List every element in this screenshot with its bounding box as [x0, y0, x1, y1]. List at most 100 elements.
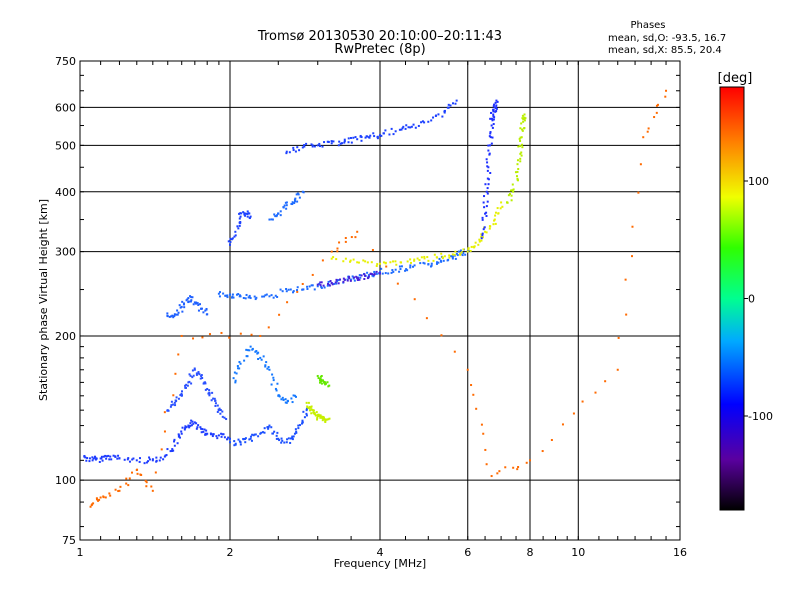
phase-info-label: Phases	[630, 20, 665, 31]
data-point	[300, 407, 308, 425]
data-point	[485, 144, 491, 169]
data-point	[118, 457, 135, 463]
data-point	[521, 114, 527, 123]
y-tick-label: 100	[55, 474, 76, 487]
data-point	[285, 146, 301, 155]
data-point	[514, 154, 523, 174]
axis-ticks: 1 2 4 6 8 10 16 75 100 200 300 400 500 600 750	[55, 55, 687, 559]
x-tick-label: 16	[673, 546, 687, 559]
data-point	[267, 424, 279, 437]
data-point	[301, 284, 316, 291]
data-point	[480, 214, 488, 240]
data-point	[239, 437, 251, 446]
data-point	[367, 132, 379, 140]
data-point	[193, 301, 201, 312]
data-point	[293, 394, 296, 397]
data-point	[259, 355, 270, 370]
data-point	[519, 122, 526, 139]
data-point	[482, 192, 489, 215]
data-point	[330, 138, 346, 147]
data-points	[83, 89, 668, 508]
data-point	[489, 115, 496, 127]
data-point	[305, 409, 308, 412]
data-point	[268, 368, 279, 392]
data-point	[99, 488, 120, 499]
data-point	[238, 211, 247, 218]
data-point	[490, 461, 528, 478]
data-point	[443, 102, 457, 114]
y-tick-label: 500	[55, 139, 76, 152]
data-point	[418, 253, 436, 262]
data-point	[249, 433, 260, 442]
data-point	[394, 124, 410, 133]
data-point	[484, 169, 492, 193]
data-point	[492, 100, 499, 110]
data-point	[216, 407, 228, 421]
y-tick-label: 600	[55, 101, 76, 114]
data-point	[343, 275, 359, 282]
data-point	[217, 432, 230, 441]
colorbar	[719, 86, 745, 511]
data-point	[356, 259, 379, 267]
data-point	[356, 134, 369, 142]
data-point	[173, 433, 181, 447]
data-point	[455, 99, 458, 102]
y-tick-label: 400	[55, 186, 76, 199]
data-point	[259, 259, 324, 337]
data-point	[427, 257, 441, 268]
data-point	[642, 95, 667, 139]
data-point	[379, 127, 395, 137]
data-point	[91, 455, 103, 463]
data-point	[285, 435, 295, 444]
data-point	[517, 137, 524, 155]
x-tick-label: 10	[571, 546, 585, 559]
data-point	[379, 260, 398, 266]
data-point	[199, 374, 207, 391]
data-point	[616, 163, 642, 371]
data-point	[284, 394, 297, 404]
phase-info-o-line: mean, sd,O: -93.5, 16.7	[608, 33, 726, 44]
y-tick-label: 75	[62, 534, 76, 547]
x-tick-label: 2	[227, 546, 234, 559]
data-point	[173, 304, 184, 316]
x-tick-label: 6	[464, 546, 471, 559]
x-tick-label: 8	[527, 546, 534, 559]
data-point	[108, 454, 120, 461]
data-point	[379, 272, 381, 275]
data-point	[495, 99, 498, 102]
colorbar-label: [deg]	[718, 71, 753, 86]
data-point	[409, 120, 426, 129]
data-point	[227, 234, 237, 246]
data-point	[151, 456, 165, 463]
data-point	[505, 189, 513, 204]
data-point	[234, 217, 242, 233]
data-point	[277, 394, 287, 401]
data-point	[477, 231, 488, 246]
data-point	[277, 204, 288, 217]
data-point	[249, 345, 260, 361]
data-point	[192, 421, 204, 431]
data-point	[301, 142, 316, 149]
data-point	[399, 257, 419, 264]
data-point	[330, 256, 355, 263]
data-point	[206, 432, 219, 440]
data-point	[500, 201, 503, 204]
data-point	[206, 387, 214, 402]
data-point	[135, 469, 153, 488]
colorbar-tick-label: 0	[748, 293, 755, 306]
data-point	[166, 400, 177, 412]
data-point	[394, 265, 409, 273]
y-axis-label: Stationary phase Virtual Height [km]	[37, 199, 50, 401]
data-point	[239, 293, 251, 300]
colorbar-tick-label: -100	[748, 410, 773, 423]
data-point	[232, 365, 241, 384]
data-point	[529, 380, 607, 462]
phase-info-x-line: mean, sd,X: 85.5, 20.4	[608, 45, 722, 56]
y-tick-label: 300	[55, 246, 76, 259]
data-point	[206, 313, 209, 316]
y-tick-label: 200	[55, 330, 76, 343]
data-point	[488, 126, 494, 147]
data-point	[379, 267, 395, 275]
data-point	[356, 230, 456, 353]
